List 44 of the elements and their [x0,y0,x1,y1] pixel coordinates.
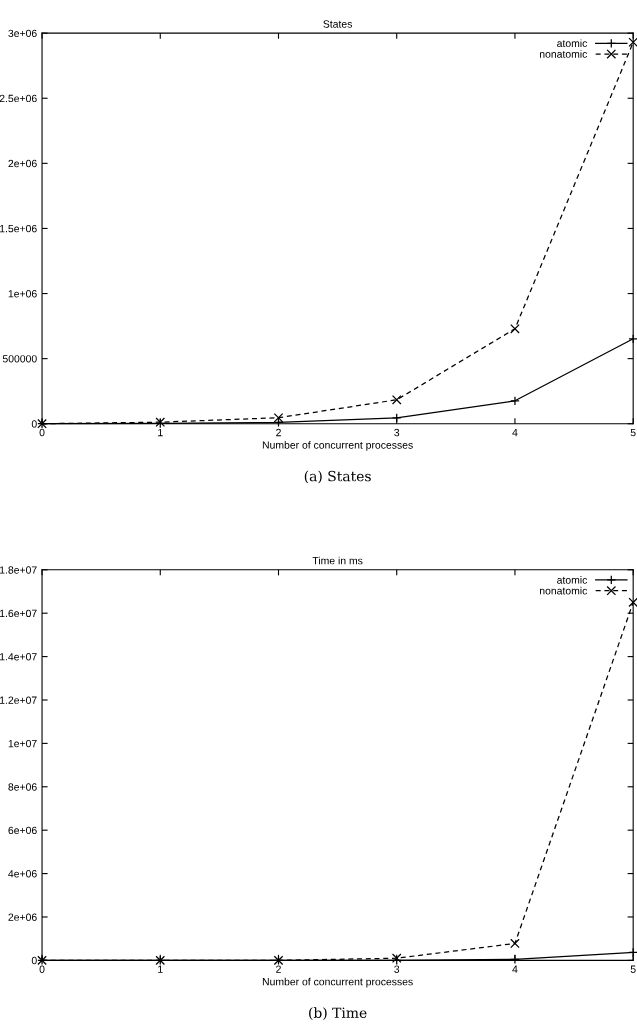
y-tick-label: 2e+06 [8,159,37,168]
y-tick-label: 2.5e+06 [0,94,37,103]
legend-label: nonatomic [539,50,588,58]
y-tick-label: 8e+06 [8,783,37,791]
legend-label: nonatomic [539,586,588,595]
point [510,324,520,334]
x-tick-label: 5 [630,965,636,973]
y-tick-label: 1.6e+07 [0,609,37,618]
y-tick-label: 6e+06 [8,826,37,835]
x-tick-label: 1 [158,965,163,973]
y-tick-label: 1.2e+07 [0,696,37,704]
x-tick-label: 3 [394,428,400,437]
point [391,394,402,405]
x-tick-label: 1 [158,428,163,437]
x-tick-label: 0 [39,428,45,437]
y-tick-label: 500000 [2,355,37,363]
x-tick-label: 4 [512,428,518,437]
x-tick-label: 2 [276,965,281,973]
x-tick-label: 5 [630,428,636,437]
y-tick-label: 1e+07 [8,739,37,748]
y-tick-label: 0 [31,956,37,965]
x-tick-label: 4 [512,965,518,973]
y-tick-label: 1.5e+06 [0,224,37,233]
x-axis-title: Number of concurrent processes [262,441,413,451]
point [628,597,637,608]
chart-title: States [323,20,352,28]
y-tick-label: 1e+06 [8,290,37,298]
text: (a) States [304,470,371,484]
chart-title: Time in ms [312,556,363,565]
x-tick-label: 3 [394,965,400,973]
y-tick-label: 1.8e+07 [0,566,37,574]
y-tick-label: 0 [31,420,37,428]
point [628,37,637,48]
y-tick-label: 3e+06 [8,29,37,38]
x-tick-label: 2 [276,428,281,437]
y-tick-label: 4e+06 [8,870,37,878]
legend-label: atomic [557,576,588,584]
text: (b) Time [309,1007,367,1020]
x-tick-label: 0 [39,965,45,973]
legend-label: atomic [557,39,588,48]
x-axis-title: Number of concurrent processes [262,977,413,988]
y-tick-label: 2e+06 [8,913,37,921]
point [510,938,520,949]
y-tick-label: 1.4e+07 [0,653,37,661]
